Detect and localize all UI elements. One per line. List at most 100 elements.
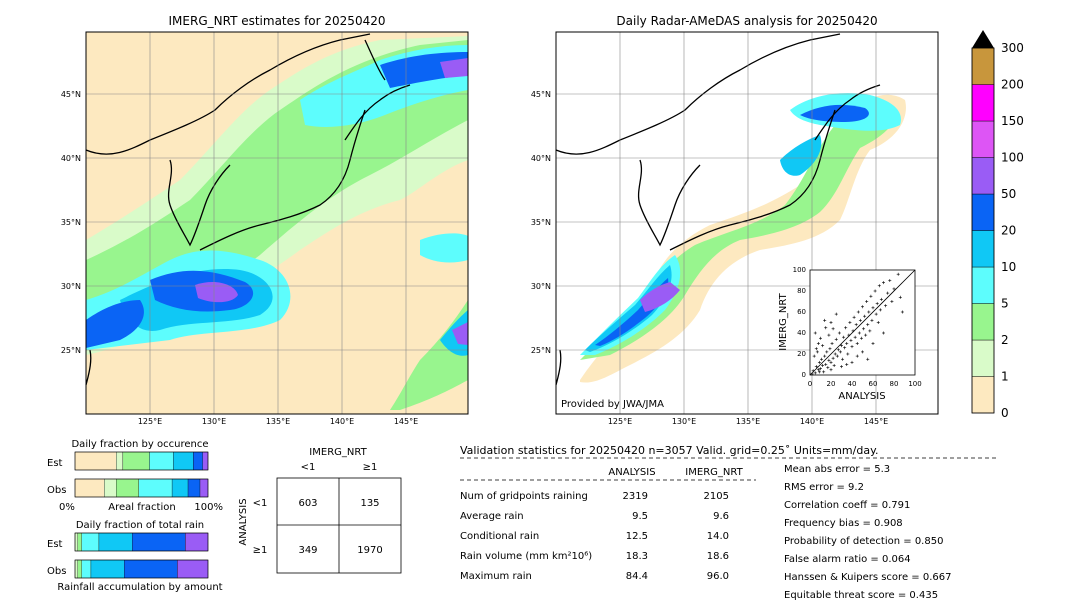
- scatter-point: [824, 363, 828, 366]
- cell-hit: 603: [298, 498, 317, 509]
- cell-false-alarm: 135: [360, 498, 379, 509]
- scatter-point: [834, 312, 838, 316]
- scatter-point: [862, 327, 866, 331]
- row-lt-label: <1: [253, 498, 268, 509]
- colorbar-tick-label: 300: [1001, 41, 1024, 55]
- scatter-point: [888, 279, 892, 282]
- scatter-point: [822, 370, 826, 374]
- score-item: Probability of detection = 0.850: [784, 536, 943, 547]
- lon-tick: 135°E: [266, 417, 290, 426]
- lat-tick: 35°N: [531, 218, 551, 227]
- colorbar-tick-label: 0: [1001, 406, 1009, 420]
- lat-tick: 35°N: [61, 218, 81, 227]
- scatter-point: [851, 329, 855, 333]
- lon-tick: 145°E: [864, 417, 888, 426]
- scatter-point: [829, 321, 833, 324]
- stat-label: Rain volume (mm km²10⁶): [460, 551, 592, 562]
- colorbar-extend-arrow: [972, 30, 994, 48]
- scatter-point: [833, 352, 837, 356]
- scatter-point: [821, 344, 825, 348]
- lon-tick: 135°E: [736, 417, 760, 426]
- lat-tick: 30°N: [61, 282, 81, 291]
- colorbar: 0 1 2 5 10 20 50 100 150 200 300: [971, 30, 1024, 420]
- stacked-bar-segment: [171, 478, 189, 498]
- score-item: Hanssen & Kuipers score = 0.667: [784, 572, 951, 583]
- scatter-point: [824, 326, 828, 330]
- lon-tick: 140°E: [800, 417, 824, 426]
- scatter-point: [867, 310, 871, 314]
- colorbar-block: [971, 120, 995, 158]
- fraction-charts-panel: Daily fraction by occurence Est Obs 0% A…: [0, 430, 240, 612]
- stacked-bar-frame: [74, 451, 209, 471]
- colorbar-block: [971, 157, 995, 195]
- colorbar-block: [971, 303, 995, 341]
- colorbar-tick-label: 2: [1001, 333, 1009, 347]
- scatter-point: [854, 323, 858, 327]
- scatter-inset: 0 20 40 60 80 100 0 20 40 60 80 100 ANAL…: [778, 266, 922, 402]
- scatter-point: [861, 350, 864, 354]
- scatter-x-ticks: 0 20 40 60 80 100: [808, 380, 922, 388]
- scatter-point: [879, 297, 883, 301]
- axis-mid-label: Areal fraction: [108, 502, 175, 513]
- colorbar-block: [971, 47, 995, 85]
- amount-est-label: Est: [47, 539, 63, 550]
- scatter-point: [870, 318, 874, 322]
- scatter-point: [817, 370, 821, 374]
- scatter-point: [849, 338, 853, 342]
- scatter-point: [812, 354, 816, 358]
- stat-imerg-value: 18.6: [707, 551, 729, 562]
- colorbar-tick-label: 5: [1001, 297, 1009, 311]
- scatter-point: [815, 350, 819, 354]
- imerg-coastlines: [85, 33, 411, 386]
- stacked-bar-segment: [199, 478, 209, 498]
- stacked-bar-segment: [81, 559, 92, 579]
- scatter-y-tick: 20: [797, 350, 806, 358]
- stacked-bar-segment: [124, 559, 178, 579]
- scatter-point: [842, 335, 846, 339]
- scatter-point: [848, 321, 852, 324]
- stat-imerg-value: 96.0: [707, 571, 729, 582]
- scatter-point: [823, 318, 827, 322]
- radar-lat-ticks: 45°N 40°N 35°N 30°N 25°N: [531, 90, 551, 355]
- stacked-bar-segment: [116, 478, 139, 498]
- imerg-map-panel: IMERG_NRT estimates for 20250420: [0, 0, 520, 430]
- scatter-point: [827, 358, 831, 362]
- stat-imerg-value: 9.6: [713, 511, 729, 522]
- colorbar-tick-label: 200: [1001, 78, 1024, 92]
- score-item: RMS error = 9.2: [784, 482, 864, 493]
- lat-tick: 30°N: [531, 282, 551, 291]
- stacked-bar-frame: [74, 478, 209, 498]
- colorbar-block: [971, 376, 995, 414]
- lon-tick: 130°E: [202, 417, 226, 426]
- lon-tick: 145°E: [394, 417, 418, 426]
- scatter-point: [825, 350, 829, 354]
- lon-tick: 130°E: [672, 417, 696, 426]
- stacked-bar-segment: [90, 559, 125, 579]
- stacked-bar-frame: [74, 532, 209, 552]
- fraction-charts: Daily fraction by occurence Est Obs 0% A…: [47, 439, 223, 593]
- radar-map-panel: Daily Radar-AMeDAS analysis for 20250420: [520, 0, 950, 430]
- stat-label: Maximum rain: [460, 571, 532, 582]
- score-item: Equitable threat score = 0.435: [784, 590, 938, 601]
- scatter-point: [866, 357, 870, 361]
- scatter-point: [859, 336, 863, 340]
- scatter-point: [841, 357, 845, 361]
- col-ge-label: ≥1: [363, 462, 378, 473]
- scatter-point: [882, 331, 885, 335]
- scatter-point: [814, 347, 818, 351]
- scatter-point: [820, 357, 824, 361]
- scatter-point: [890, 300, 894, 303]
- scatter-point: [882, 281, 885, 285]
- score-item: Frequency bias = 0.908: [784, 518, 903, 529]
- scatter-point: [900, 310, 904, 314]
- colorbar-blocks: [971, 47, 995, 414]
- lon-tick: 125°E: [608, 417, 632, 426]
- contingency-panel: IMERG_NRT <1 ≥1 ANALYSIS <1 ≥1 603 135 3…: [230, 430, 430, 612]
- scatter-point: [853, 335, 857, 339]
- stacked-bar-segment: [122, 451, 150, 471]
- scatter-point: [843, 346, 847, 350]
- stacked-bar-segment: [177, 559, 209, 579]
- stacked-bar-segment: [138, 478, 173, 498]
- scatter-point: [898, 295, 902, 299]
- scatter-point: [831, 327, 835, 331]
